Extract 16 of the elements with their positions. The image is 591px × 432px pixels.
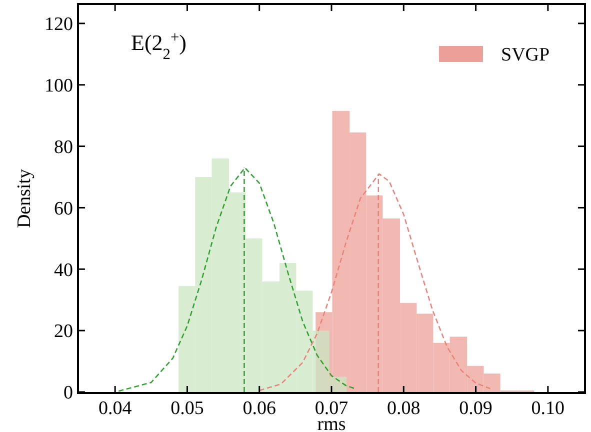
x-tick-label: 0.10 [531,398,565,419]
y-tick-label: 120 [44,14,73,36]
x-tick-label: 0.05 [170,398,204,419]
y-tick-label: 0 [64,382,73,404]
x-tick-label: 0.04 [98,398,132,419]
x-tick-label: 0.09 [459,398,492,419]
text: E(2$_{2}$$^{+}$) [131,28,186,62]
y-tick-label: 100 [44,76,73,97]
x-tick-label: 0.08 [387,398,420,419]
y-tick-label: 40 [54,260,73,281]
y-axis-title: Density [14,168,35,228]
y-tick-label: 20 [54,321,73,342]
legend-label: SVGP [501,44,550,66]
x-tick-label: 0.06 [242,398,276,419]
y-tick-label: 60 [54,198,73,220]
y-tick-label: 80 [54,136,73,158]
